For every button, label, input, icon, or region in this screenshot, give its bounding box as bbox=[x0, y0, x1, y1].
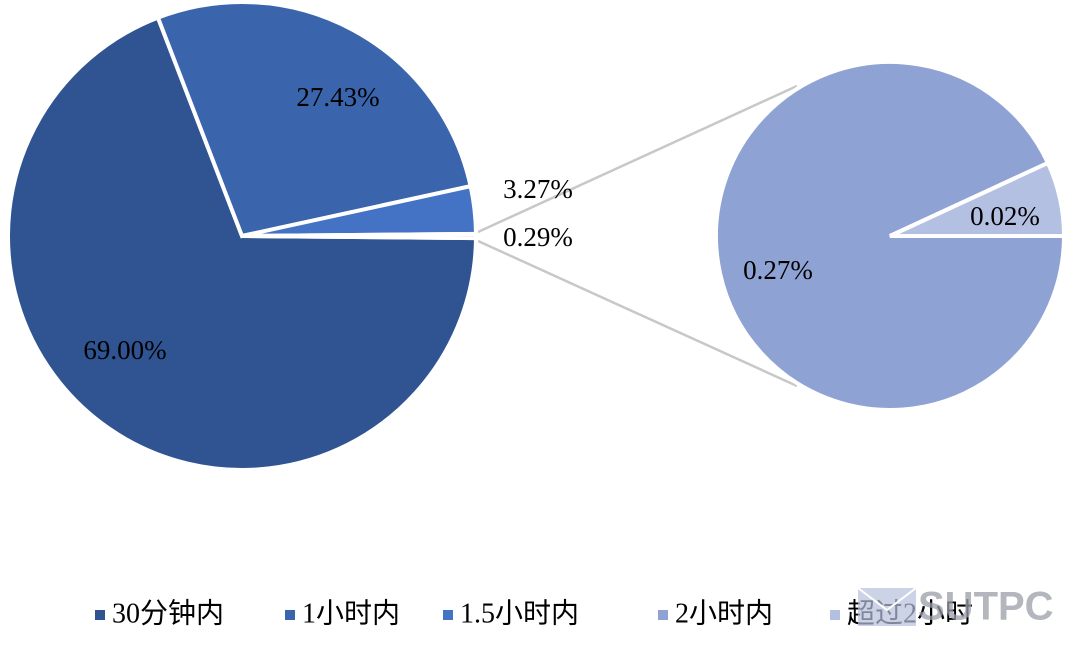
legend-swatch bbox=[443, 610, 453, 620]
connector-line bbox=[477, 239, 798, 388]
pie-slice bbox=[155, 0, 474, 239]
connectors bbox=[477, 84, 798, 388]
data-label: 0.02% bbox=[970, 201, 1040, 231]
legend-swatch bbox=[95, 610, 105, 620]
data-label: 0.27% bbox=[743, 255, 813, 285]
pie-slice bbox=[889, 160, 1067, 238]
watermark: SUTPC bbox=[918, 585, 1054, 629]
legend-label: 1.5小时内 bbox=[460, 597, 579, 629]
legend-swatch bbox=[658, 610, 668, 620]
connector-line bbox=[477, 84, 798, 234]
data-label: 3.27% bbox=[503, 174, 573, 204]
legend-label: 30分钟内 bbox=[112, 597, 224, 629]
data-label: 0.29% bbox=[503, 222, 573, 252]
legend-label: 1小时内 bbox=[302, 597, 400, 629]
legend-swatch bbox=[830, 610, 840, 620]
data-label: 69.00% bbox=[83, 335, 166, 365]
data-label: 27.43% bbox=[296, 82, 379, 112]
legend-label: 2小时内 bbox=[675, 597, 773, 629]
watermark-icon bbox=[857, 587, 917, 626]
pie-slice bbox=[241, 231, 478, 241]
legend-swatch bbox=[285, 610, 295, 620]
pie-slice bbox=[6, 15, 479, 472]
